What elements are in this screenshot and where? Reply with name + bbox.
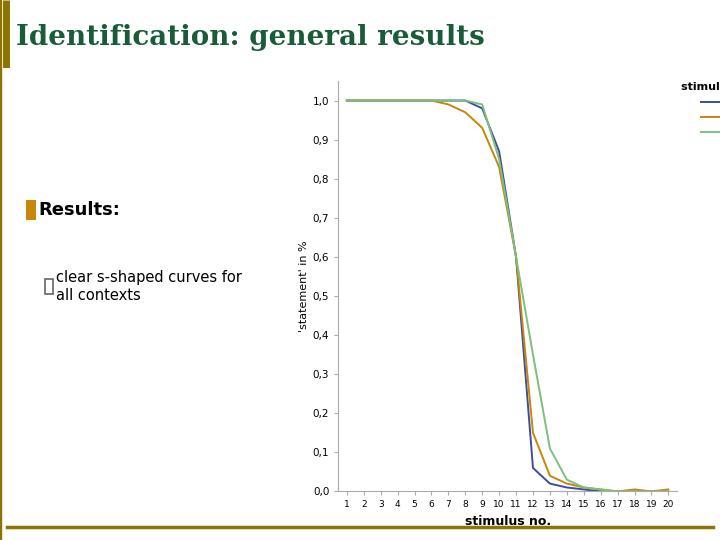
Bar bbox=[27, 200, 36, 220]
Text: clear s-shaped curves for
all contexts: clear s-shaped curves for all contexts bbox=[56, 270, 242, 302]
Y-axis label: 'statement' in %: 'statement' in % bbox=[299, 240, 309, 332]
Legend: L%, H%, Wh_L%: L%, H%, Wh_L% bbox=[678, 78, 720, 143]
Text: Results:: Results: bbox=[39, 201, 121, 219]
Text: Identification: general results: Identification: general results bbox=[16, 24, 485, 51]
X-axis label: stimulus no.: stimulus no. bbox=[464, 515, 551, 528]
Bar bbox=[45, 279, 53, 294]
